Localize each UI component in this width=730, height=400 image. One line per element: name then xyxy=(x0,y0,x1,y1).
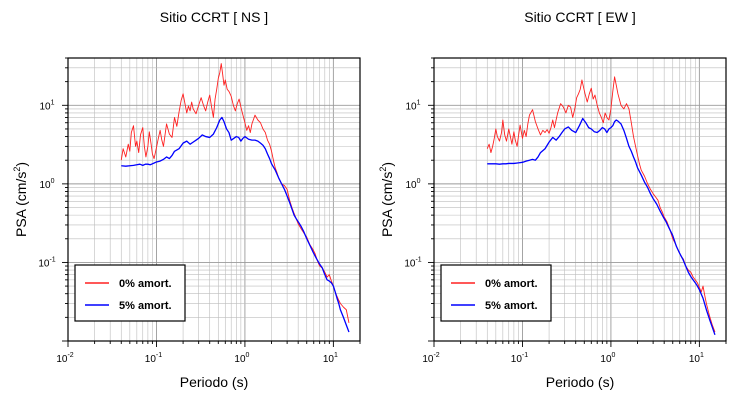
y-tick-label: 101 xyxy=(39,99,54,112)
chart-panel-1: 10-2 10-1 100 101 10-1 100 101 Sitio CCRT [ NS … xyxy=(12,9,361,390)
x-tick-label: 10-2 xyxy=(56,352,73,365)
x-axis-label: Periodo (s) xyxy=(546,374,614,390)
x-tick-label: 101 xyxy=(323,352,338,365)
legend-label-1: 0% amort. xyxy=(485,278,538,290)
y-tick-label: 10-1 xyxy=(404,256,421,269)
plot-frame xyxy=(67,57,361,342)
axis-ticks xyxy=(428,57,727,347)
x-tick-label: 100 xyxy=(600,352,615,365)
series-line-2 xyxy=(121,116,350,333)
x-axis-label: Periodo (s) xyxy=(180,374,248,390)
x-tick-label: 10-2 xyxy=(422,352,439,365)
x-tick-label: 10-1 xyxy=(145,352,162,365)
legend-label-2: 5% amort. xyxy=(485,300,538,312)
chart-title: Sitio CCRT [ EW ] xyxy=(524,9,636,25)
axis-ticks xyxy=(62,57,361,347)
series-line-1 xyxy=(486,76,716,333)
y-tick-label: 100 xyxy=(39,178,54,191)
series-line-2 xyxy=(487,117,716,335)
y-axis-label: PSA (cm/s2) xyxy=(12,162,29,237)
legend-box xyxy=(440,264,552,322)
x-tick-label: 10-1 xyxy=(511,352,528,365)
y-tick-label: 101 xyxy=(405,99,420,112)
y-axis-label: PSA (cm/s2) xyxy=(378,162,395,237)
chart-panel-2: 10-2 10-1 100 101 10-1 100 101 Sitio CCRT [ EW … xyxy=(378,9,727,390)
plot-frame xyxy=(433,57,727,342)
y-tick-label: 10-1 xyxy=(38,256,55,269)
legend-label-1: 0% amort. xyxy=(119,278,172,290)
legend-box xyxy=(74,264,186,322)
legend: 0% amort. 5% amort. xyxy=(440,264,552,322)
y-tick-label: 100 xyxy=(405,178,420,191)
chart-title: Sitio CCRT [ NS ] xyxy=(160,9,268,25)
x-tick-label: 100 xyxy=(234,352,249,365)
x-tick-label: 101 xyxy=(689,352,704,365)
legend: 0% amort. 5% amort. xyxy=(74,264,186,322)
legend-label-2: 5% amort. xyxy=(119,300,172,312)
